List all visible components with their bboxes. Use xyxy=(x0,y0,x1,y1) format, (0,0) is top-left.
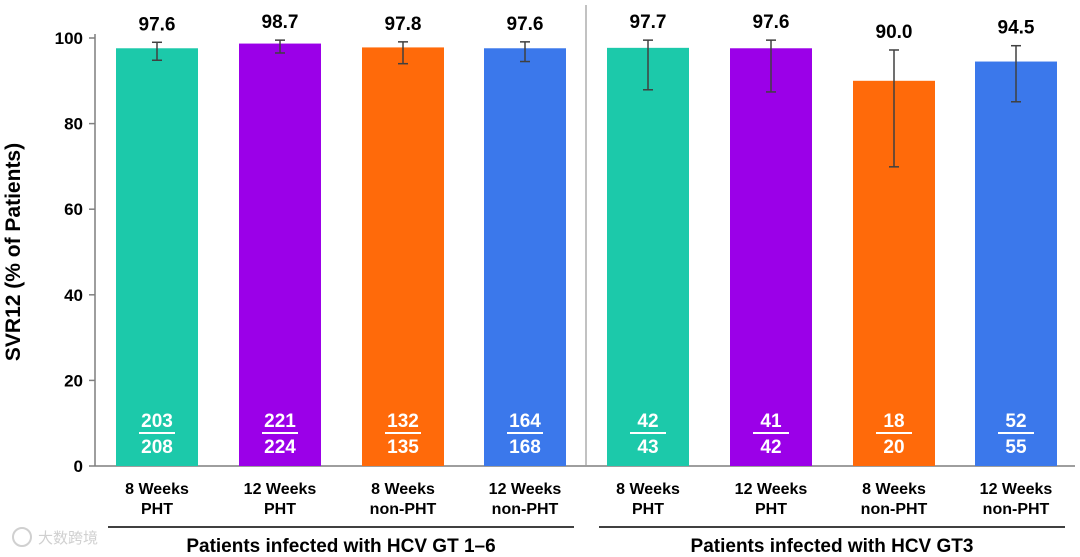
x-tick-label: PHT xyxy=(755,501,787,518)
bar-denominator: 43 xyxy=(637,437,658,458)
x-tick-label: 8 Weeks xyxy=(616,481,680,498)
bar-numerator: 42 xyxy=(637,411,658,432)
data-label: 97.6 xyxy=(139,14,176,35)
x-tick-label: 12 Weeks xyxy=(244,481,317,498)
y-tick-label: 100 xyxy=(55,29,83,48)
bar-denominator: 55 xyxy=(1005,437,1027,458)
bar-numerator: 164 xyxy=(509,411,541,432)
data-label: 97.6 xyxy=(753,12,790,33)
bar-numerator: 52 xyxy=(1005,411,1026,432)
bar-denominator: 208 xyxy=(141,437,173,458)
bar-numerator: 41 xyxy=(760,411,782,432)
y-tick-label: 20 xyxy=(64,371,83,390)
x-tick-label: non-PHT xyxy=(370,501,437,518)
x-tick-label: 12 Weeks xyxy=(489,481,562,498)
x-tick-label: non-PHT xyxy=(861,501,928,518)
bar xyxy=(607,47,689,467)
watermark: 大数跨境 xyxy=(12,527,98,547)
data-label: 90.0 xyxy=(876,22,913,43)
x-tick-label: 8 Weeks xyxy=(125,481,189,498)
chart-bars xyxy=(116,39,1057,467)
bar-numerator: 18 xyxy=(883,411,904,432)
bar-denominator: 20 xyxy=(883,437,904,458)
bar xyxy=(362,47,444,466)
bar-numerator: 221 xyxy=(264,411,296,432)
x-tick-label: 12 Weeks xyxy=(735,481,808,498)
bar xyxy=(239,43,321,467)
group-label: Patients infected with HCV GT3 xyxy=(691,536,974,557)
x-tick-label: non-PHT xyxy=(492,501,559,518)
y-tick-label: 80 xyxy=(64,115,83,134)
data-label: 94.5 xyxy=(998,18,1035,39)
y-tick-label: 60 xyxy=(64,200,83,219)
bar-denominator: 224 xyxy=(264,437,296,458)
watermark-text: 大数跨境 xyxy=(38,529,98,547)
x-tick-label: 12 Weeks xyxy=(980,481,1053,498)
x-tick-label: PHT xyxy=(632,501,664,518)
bar-denominator: 135 xyxy=(387,437,419,458)
watermark-logo-icon xyxy=(12,527,32,547)
bar-numerator: 132 xyxy=(387,411,419,432)
bar-denominator: 168 xyxy=(509,437,541,458)
group-label: Patients infected with HCV GT 1–6 xyxy=(186,536,495,557)
bar xyxy=(975,61,1057,466)
data-label: 97.8 xyxy=(385,14,422,35)
bar xyxy=(730,48,812,466)
y-tick-label: 40 xyxy=(64,286,83,305)
data-label: 97.7 xyxy=(630,12,667,33)
data-label: 98.7 xyxy=(262,12,299,33)
bar xyxy=(116,48,198,466)
bar-numerator: 203 xyxy=(141,411,173,432)
x-tick-label: 8 Weeks xyxy=(862,481,926,498)
x-tick-label: non-PHT xyxy=(983,501,1050,518)
x-tick-label: PHT xyxy=(264,501,296,518)
x-tick-label: PHT xyxy=(141,501,173,518)
bar xyxy=(484,48,566,466)
x-tick-label: 8 Weeks xyxy=(371,481,435,498)
chart-labels: 97.6 203 208 8 Weeks PHT 98.7 221 224 12 Weeks PH… xyxy=(108,12,1065,557)
data-label: 97.6 xyxy=(507,14,544,35)
bar-denominator: 42 xyxy=(760,437,781,458)
y-axis-label: SVR12 (% of Patients) xyxy=(2,143,25,361)
y-tick-label: 0 xyxy=(74,457,83,476)
